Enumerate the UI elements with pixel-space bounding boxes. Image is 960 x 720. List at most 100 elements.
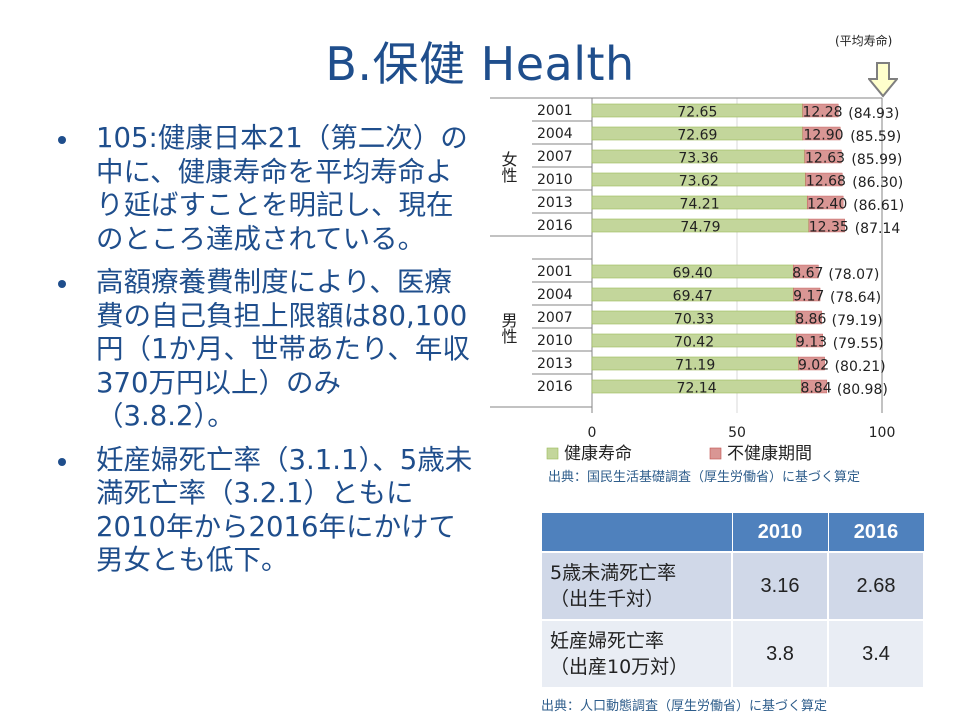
bullet-dot-icon (58, 136, 66, 144)
table-header-cell: 2016 (827, 512, 925, 553)
data-label-unhealthy: 9.13 (796, 335, 827, 351)
category-label: 2016 (537, 218, 573, 234)
data-label-unhealthy: 12.63 (805, 151, 845, 167)
data-label-healthy: 70.42 (674, 335, 714, 351)
table-row: 5歳未満死亡率 （出生千対） 3.16 2.68 (540, 551, 925, 621)
cell-2016: 3.4 (827, 619, 925, 689)
category-label: 2016 (537, 379, 573, 395)
category-label: 2001 (537, 264, 573, 280)
bullet-text: 高額療養費制度により、医療費の自己負担上限額は80,100円（1か月、世帯あたり… (96, 266, 470, 432)
chart-source: 出典：国民生活基礎調査（厚生労働省）に基づく算定 (548, 470, 861, 485)
down-arrow-icon (868, 62, 898, 98)
table-row: 妊産婦死亡率 （出産10万対） 3.8 3.4 (540, 619, 925, 689)
legend-swatch-healthy (546, 447, 559, 460)
data-label-healthy: 70.33 (674, 312, 714, 328)
data-label-healthy: 74.79 (680, 220, 720, 236)
table-header-row: 2010 2016 (540, 512, 925, 553)
average-life-label: (平均寿命) (835, 34, 893, 48)
life-expectancy-chart: 0 50 100 2001 72.65 12.28 (84.93) 2004 72.69 12.9… (490, 97, 904, 464)
row-label-unit: （出産10万対） (550, 656, 689, 678)
data-label-healthy: 72.69 (677, 128, 717, 144)
category-label: 2007 (537, 310, 573, 326)
table-header-cell: 2010 (731, 512, 829, 553)
category-label: 2010 (537, 172, 573, 188)
category-label: 2013 (537, 356, 573, 372)
data-label-healthy: 69.40 (673, 266, 713, 282)
data-label-healthy: 69.47 (673, 289, 713, 305)
x-tick-label: 100 (869, 425, 896, 441)
data-label-healthy: 72.65 (677, 105, 717, 121)
bullet-text: 105:健康日本21（第二次）の中に、健康寿命を平均寿命より延ばすことを明記し、… (96, 122, 468, 255)
data-label-unhealthy: 8.67 (792, 266, 823, 282)
category-label: 2013 (537, 195, 573, 211)
group-label: 男性 (499, 312, 518, 344)
data-label-healthy: 73.36 (678, 151, 718, 167)
bar-unhealthy (802, 103, 839, 118)
data-label-healthy: 73.62 (679, 174, 719, 190)
table-header-cell (540, 512, 733, 553)
data-label-healthy: 74.21 (680, 197, 720, 213)
data-label-total: (85.59) (850, 129, 901, 145)
table-source: 出典：人口動態調査（厚生労働省）に基づく算定 (541, 699, 828, 714)
mortality-table: 2010 2016 5歳未満死亡率 （出生千対） 3.16 2.68 妊産婦死亡率… (540, 512, 925, 689)
category-label: 2004 (537, 287, 573, 303)
row-label: 5歳未満死亡率 （出生千対） (540, 551, 733, 621)
legend-label-unhealthy: 不健康期間 (727, 444, 812, 464)
row-label-unit: （出生千対） (550, 588, 665, 610)
bar-unhealthy (793, 264, 819, 279)
bar-unhealthy (796, 333, 823, 348)
data-label-total: (86.61) (853, 198, 904, 214)
bar-unhealthy (795, 310, 822, 325)
data-label-unhealthy: 9.17 (793, 289, 824, 305)
data-label-unhealthy: 8.84 (800, 381, 831, 397)
data-label-unhealthy: 12.28 (802, 105, 842, 121)
data-label-unhealthy: 12.90 (803, 128, 843, 144)
row-label-main: 妊産婦死亡率 (550, 630, 665, 652)
bar-unhealthy (801, 379, 828, 394)
cell-2016: 2.68 (827, 551, 925, 621)
cell-2010: 3.8 (731, 619, 829, 689)
x-tick-label: 50 (728, 425, 746, 441)
data-label-total: (78.07) (828, 267, 879, 283)
category-label: 2010 (537, 333, 573, 349)
category-label: 2004 (537, 126, 573, 142)
bullet-dot-icon (58, 280, 66, 288)
group-label: 女性 (499, 150, 518, 183)
category-label: 2001 (537, 103, 573, 119)
x-tick-label: 0 (588, 425, 597, 441)
category-label: 2007 (537, 149, 573, 165)
bar-unhealthy (808, 218, 845, 233)
data-label-unhealthy: 8.86 (795, 312, 826, 328)
legend-swatch-unhealthy (709, 447, 722, 460)
data-label-unhealthy: 12.35 (809, 220, 849, 236)
bullet-dot-icon (58, 457, 66, 466)
data-label-total: (87.14 (855, 221, 901, 237)
data-label-total: (79.55) (833, 336, 884, 352)
bar-unhealthy (798, 356, 825, 371)
bullet-item: 高額療養費制度により、医療費の自己負担上限額は80,100円（1か月、世帯あたり… (58, 266, 478, 434)
data-label-total: (80.98) (837, 382, 888, 398)
bullet-list: 105:健康日本21（第二次）の中に、健康寿命を平均寿命より延ばすことを明記し、… (58, 122, 478, 588)
data-label-healthy: 71.19 (675, 358, 715, 374)
data-label-total: (80.21) (835, 359, 886, 375)
data-label-healthy: 72.14 (677, 381, 717, 397)
bullet-item: 105:健康日本21（第二次）の中に、健康寿命を平均寿命より延ばすことを明記し、… (58, 122, 478, 256)
bar-unhealthy (804, 149, 842, 164)
data-label-unhealthy: 12.68 (806, 174, 846, 190)
bar-unhealthy (807, 195, 844, 210)
bullet-item: 妊産婦死亡率（3.1.1）、5歳未満死亡率（3.2.1）ともに2010年から20… (58, 444, 478, 578)
data-label-total: (79.19) (832, 313, 883, 329)
data-label-unhealthy: 9.02 (798, 358, 829, 374)
bar-unhealthy (802, 126, 841, 141)
data-label-total: (86.30) (852, 175, 903, 191)
row-label-main: 5歳未満死亡率 (550, 562, 677, 584)
data-label-unhealthy: 12.40 (807, 197, 847, 213)
bar-unhealthy (805, 172, 843, 187)
data-label-total: (84.93) (848, 106, 899, 122)
legend-label-healthy: 健康寿命 (564, 444, 632, 464)
bar-unhealthy (793, 287, 821, 302)
bullet-text: 妊産婦死亡率（3.1.1）、5歳未満死亡率（3.2.1）ともに2010年から20… (96, 443, 473, 577)
data-label-total: (78.64) (830, 290, 881, 306)
page-title: B.保健 Health (325, 37, 635, 91)
row-label: 妊産婦死亡率 （出産10万対） (540, 619, 733, 689)
